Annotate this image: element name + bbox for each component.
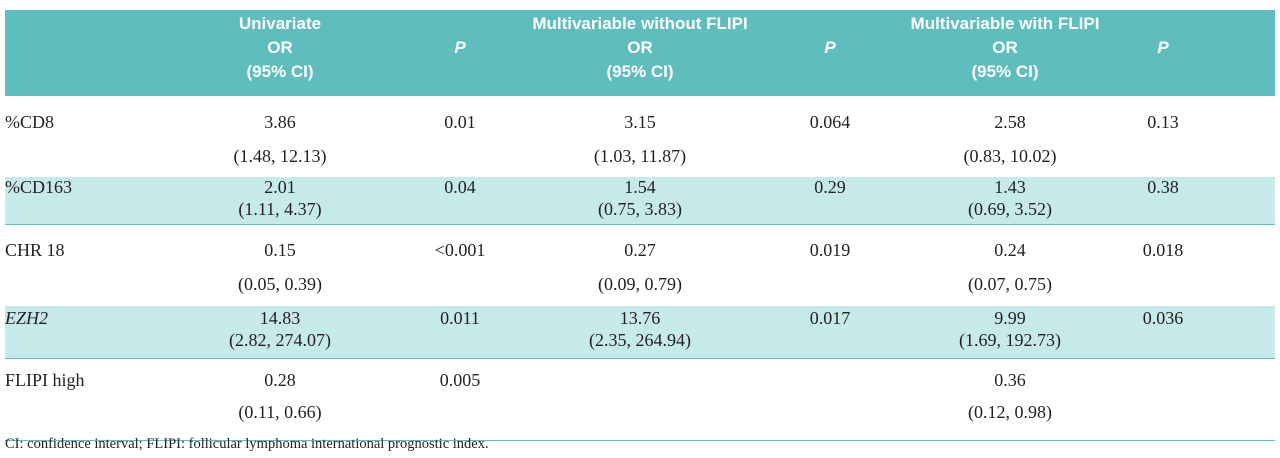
mv-or-cell: 0.27 xyxy=(624,240,656,260)
table-footnote: CI: confidence interval; FLIPI: follicul… xyxy=(5,436,489,452)
mv-p-cell: 0.019 xyxy=(809,240,851,260)
table-row: EZH2 14.83 (2.82, 274.07) 0.011 13.76 (2.35, … xyxy=(5,306,1275,359)
row-label: %CD163 xyxy=(5,177,72,197)
mvf-ci-cell: (0.07, 0.75) xyxy=(968,274,1052,294)
uni-ci-cell: (1.48, 12.13) xyxy=(233,146,327,166)
uni-or-cell: 14.83 xyxy=(259,308,301,328)
uni-p-cell: <0.001 xyxy=(434,240,486,260)
table-row: %CD163 2.01 (1.11, 4.37) 0.04 1.54 (0.75, 3.8… xyxy=(5,177,1275,225)
header-p-multivariable: P xyxy=(824,38,836,57)
mvf-ci-cell: (0.83, 10.02) xyxy=(963,146,1057,166)
row-label: CHR 18 xyxy=(5,240,65,260)
uni-p-cell: 0.011 xyxy=(440,308,480,328)
header-univariate: Univariate OR (95% CI) xyxy=(180,12,380,84)
mvf-ci-cell: (1.69, 192.73) xyxy=(959,330,1061,350)
uni-p-cell: 0.04 xyxy=(444,177,476,197)
uni-ci-cell: (1.11, 4.37) xyxy=(238,199,322,219)
mvf-p-cell: 0.036 xyxy=(1142,308,1184,328)
mvf-p-cell: 0.018 xyxy=(1142,240,1184,260)
table-header: Univariate OR (95% CI) P Multivariable w… xyxy=(5,10,1275,96)
uni-ci-cell: (0.05, 0.39) xyxy=(238,274,322,294)
ci-label: (95% CI) xyxy=(246,62,314,81)
mvf-p-cell: 0.38 xyxy=(1147,177,1179,197)
uni-or-cell: 3.86 xyxy=(264,112,296,132)
mvf-or-cell: 0.36 xyxy=(994,370,1026,390)
uni-or-cell: 0.15 xyxy=(264,240,296,260)
uni-p-cell: 0.01 xyxy=(444,112,476,132)
mv-p-cell: 0.017 xyxy=(809,308,851,328)
uni-p-cell: 0.005 xyxy=(439,370,481,390)
table-bottom-rule xyxy=(5,440,1275,441)
mv-ci-cell: (0.09, 0.79) xyxy=(598,274,682,294)
row-label: %CD8 xyxy=(5,112,54,132)
table-row: %CD8 3.86 (1.48, 12.13) 0.01 3.15 (1.03, 11.8… xyxy=(5,96,1275,176)
uni-ci-cell: (0.11, 0.66) xyxy=(238,402,322,422)
uni-or-cell: 2.01 xyxy=(264,177,296,197)
row-label: EZH2 xyxy=(5,308,49,328)
or-label: OR xyxy=(627,38,653,57)
header-p-univariate: P xyxy=(454,38,466,57)
mv-ci-cell: (1.03, 11.87) xyxy=(593,146,687,166)
group-label: Multivariable without FLIPI xyxy=(532,14,748,33)
group-label: Multivariable with FLIPI xyxy=(910,14,1100,33)
mv-or-cell: 13.76 xyxy=(619,308,661,328)
mvf-or-cell: 2.58 xyxy=(994,112,1026,132)
mvf-ci-cell: (0.69, 3.52) xyxy=(968,199,1052,219)
mv-p-cell: 0.29 xyxy=(814,177,846,197)
group-label: Univariate xyxy=(238,14,322,33)
header-multivariable-without-flipi: Multivariable without FLIPI OR (95% CI) xyxy=(490,12,790,84)
table-row: FLIPI high 0.28 (0.11, 0.66) 0.005 0.36 (0.12… xyxy=(5,359,1275,440)
mvf-or-cell: 1.43 xyxy=(994,177,1026,197)
mv-ci-cell: (0.75, 3.83) xyxy=(598,199,682,219)
ci-label: (95% CI) xyxy=(971,62,1039,81)
table-row: CHR 18 0.15 (0.05, 0.39) <0.001 0.27 (0.09, 0… xyxy=(5,225,1275,305)
mv-or-cell: 1.54 xyxy=(624,177,656,197)
mvf-ci-cell: (0.12, 0.98) xyxy=(968,402,1052,422)
mvf-p-cell: 0.13 xyxy=(1147,112,1179,132)
header-p-multivariable-flipi: P xyxy=(1157,38,1169,57)
uni-or-cell: 0.28 xyxy=(264,370,296,390)
or-label: OR xyxy=(267,38,293,57)
or-label: OR xyxy=(992,38,1018,57)
mv-or-cell: 3.15 xyxy=(624,112,656,132)
mv-p-cell: 0.064 xyxy=(809,112,851,132)
mvf-or-cell: 0.24 xyxy=(994,240,1026,260)
header-multivariable-with-flipi: Multivariable with FLIPI OR (95% CI) xyxy=(865,12,1145,84)
row-label: FLIPI high xyxy=(5,370,85,390)
mv-ci-cell: (2.35, 264.94) xyxy=(589,330,691,350)
mvf-or-cell: 9.99 xyxy=(994,308,1026,328)
ci-label: (95% CI) xyxy=(606,62,674,81)
uni-ci-cell: (2.82, 274.07) xyxy=(229,330,331,350)
